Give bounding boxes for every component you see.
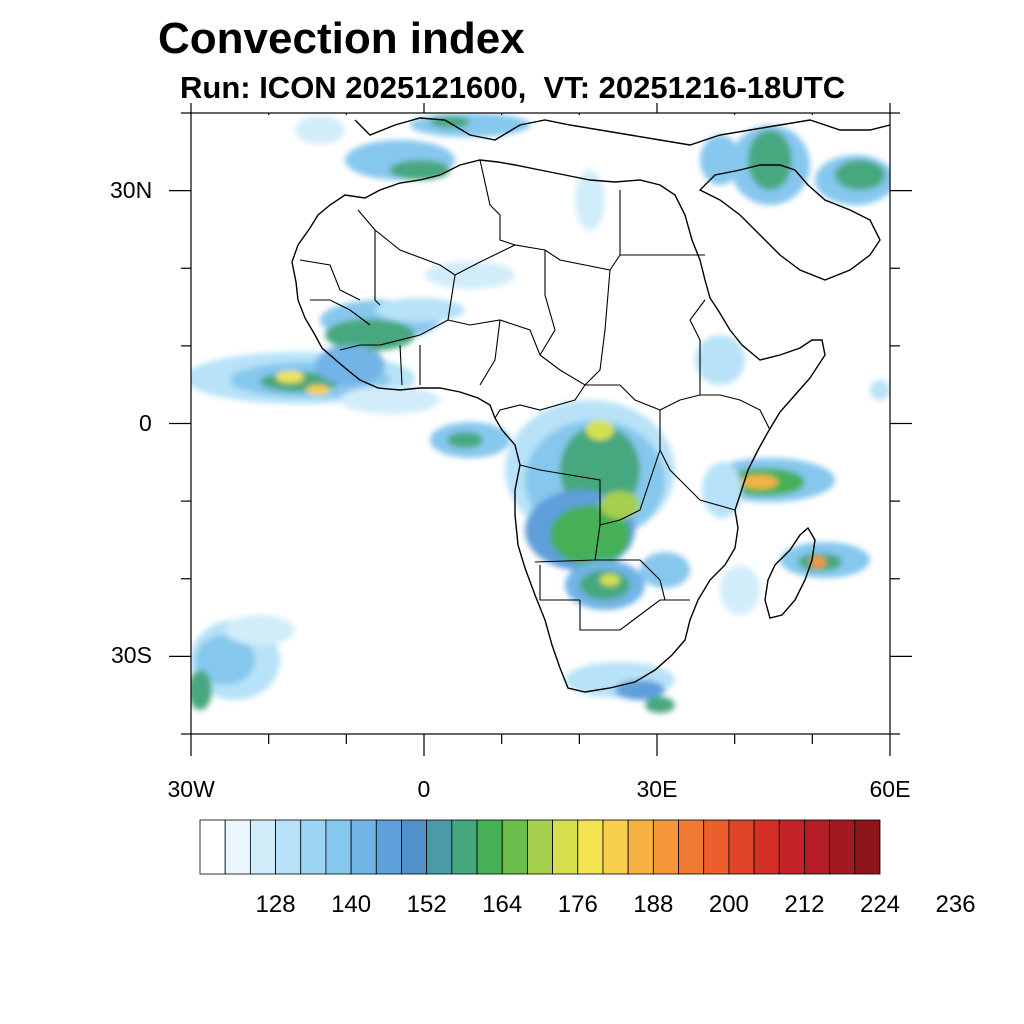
coastline-borders bbox=[291, 117, 890, 693]
colorbar-box bbox=[577, 819, 604, 875]
chart-title: Convection index bbox=[158, 14, 525, 63]
x-tick-label: 0 bbox=[417, 776, 431, 802]
country-borders bbox=[299, 159, 771, 631]
colorbar-box bbox=[652, 819, 679, 875]
colorbar-label: 188 bbox=[633, 891, 673, 918]
axis-ticks bbox=[169, 103, 912, 756]
colorbar-label: 140 bbox=[331, 891, 371, 918]
colorbar-box bbox=[451, 819, 478, 875]
colorbar-label: 236 bbox=[936, 891, 976, 918]
colorbar-label: 212 bbox=[784, 891, 824, 918]
madagascar-coastline bbox=[764, 526, 816, 619]
colorbar-box bbox=[375, 819, 402, 875]
colorbar-label: 176 bbox=[558, 891, 598, 918]
colorbar-label: 200 bbox=[709, 891, 749, 918]
colorbar-box bbox=[552, 819, 579, 875]
colorbar-box bbox=[199, 819, 226, 875]
y-tick-label: 30N bbox=[110, 176, 153, 203]
europe-coastline bbox=[354, 117, 890, 146]
colorbar-box bbox=[476, 819, 503, 875]
colorbar-box bbox=[602, 819, 629, 875]
colorbar-box bbox=[249, 819, 276, 875]
y-tick-label: 0 bbox=[139, 409, 152, 436]
arabia-coastline bbox=[698, 164, 881, 281]
colorbar-label: 128 bbox=[256, 891, 296, 918]
africa-coastline bbox=[291, 159, 826, 693]
colorbar-box bbox=[627, 819, 654, 875]
colorbar-box bbox=[778, 819, 805, 875]
colorbar-label: 164 bbox=[482, 891, 522, 918]
colorbar-box bbox=[804, 819, 831, 875]
y-tick-label: 30S bbox=[111, 642, 152, 669]
colorbar-box bbox=[527, 819, 553, 875]
x-tick-label: 30W bbox=[167, 776, 215, 802]
x-tick-label: 60E bbox=[869, 776, 911, 802]
chart-subtitle: Run: ICON 2025121600, VT: 20251216-18UTC bbox=[180, 70, 846, 105]
colorbar-box bbox=[325, 819, 352, 875]
colorbar-box bbox=[728, 819, 755, 875]
colorbar-box bbox=[753, 819, 780, 875]
colorbar-label: 224 bbox=[860, 891, 900, 918]
colorbar-box bbox=[401, 819, 428, 875]
colorbar-box bbox=[501, 819, 528, 875]
colorbar-box bbox=[678, 819, 705, 875]
colorbar-box bbox=[829, 819, 856, 875]
colorbar-box bbox=[426, 819, 453, 875]
colorbar-box bbox=[350, 819, 377, 875]
colorbar-box bbox=[275, 819, 302, 875]
colorbar-label: 152 bbox=[407, 891, 447, 918]
x-tick-label: 30E bbox=[636, 776, 678, 802]
colorbar-box bbox=[703, 819, 730, 875]
colorbar-box bbox=[224, 819, 251, 875]
colorbar-box bbox=[300, 819, 327, 875]
colorbar-box bbox=[854, 819, 881, 875]
convection-field bbox=[191, 113, 890, 713]
